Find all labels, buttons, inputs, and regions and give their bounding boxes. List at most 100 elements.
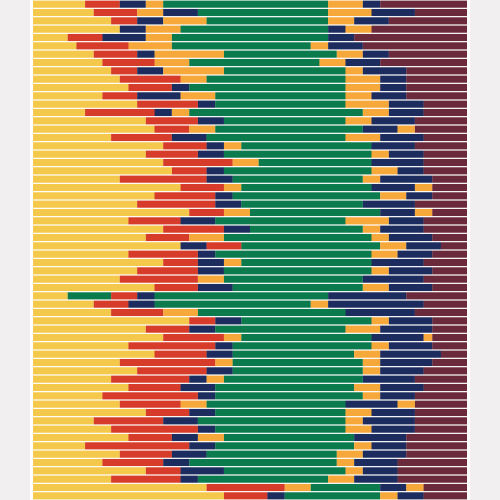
bar-segment <box>33 367 138 375</box>
bar-segment <box>388 100 424 108</box>
bar-segment <box>33 183 181 192</box>
bar-segment <box>33 100 138 108</box>
bar-segment <box>197 117 224 125</box>
bar-segment <box>33 458 103 467</box>
bar-segment <box>33 383 129 392</box>
bar-segment <box>423 492 467 500</box>
bar-segment <box>388 217 424 225</box>
bar-segment <box>241 317 372 325</box>
bar-segment <box>128 342 216 350</box>
bar-segment <box>423 167 467 175</box>
bar-segment <box>414 125 467 133</box>
bar-segment <box>423 383 467 392</box>
bar-segment <box>163 458 190 467</box>
bar-segment <box>423 133 467 142</box>
bar-segment <box>33 275 120 283</box>
bar-segment <box>197 258 224 267</box>
bar-segment <box>397 167 424 175</box>
bar-segment <box>397 492 424 500</box>
bar-segment <box>67 33 103 42</box>
bar-segment <box>414 425 467 433</box>
bar-segment <box>397 458 467 467</box>
bar-segment <box>397 125 415 133</box>
bar-segment <box>371 442 407 450</box>
bar-segment <box>336 458 355 467</box>
bar-segment <box>67 292 112 300</box>
bar-segment <box>380 225 424 233</box>
bar-segment <box>180 183 224 192</box>
bar-segment <box>206 375 224 383</box>
bar-segment <box>102 458 164 467</box>
bar-segment <box>33 392 103 400</box>
bar-segment <box>423 367 467 375</box>
bar-segment <box>206 142 224 150</box>
bar-segment <box>371 408 415 417</box>
bar-segment <box>33 117 146 125</box>
bar-segment <box>345 467 363 475</box>
bar-segment <box>423 483 467 492</box>
bar-segment <box>145 117 198 125</box>
bar-segment <box>137 367 207 375</box>
bar-segment <box>345 67 363 75</box>
bar-segment <box>154 50 224 58</box>
bar-segment <box>154 58 190 67</box>
bar-segment <box>197 250 216 258</box>
bar-segment <box>189 233 224 242</box>
bar-segment <box>250 225 363 233</box>
bar-segment <box>362 417 415 425</box>
bar-segment <box>137 267 198 275</box>
bar-segment <box>432 192 467 200</box>
bar-segment <box>163 17 207 25</box>
bar-segment <box>33 158 164 167</box>
bar-segment <box>111 133 172 142</box>
bar-segment <box>93 8 138 17</box>
bar-segment <box>345 25 372 33</box>
bar-segment <box>432 317 467 325</box>
bar-segment <box>215 325 346 333</box>
bar-segment <box>180 400 207 408</box>
bar-segment <box>336 450 363 458</box>
bar-segment <box>102 33 146 42</box>
bar-segment <box>163 67 224 75</box>
bar-segment <box>137 200 216 208</box>
bar-segment <box>137 8 164 17</box>
bar-segment <box>33 8 94 17</box>
bar-segment <box>215 217 346 225</box>
bar-segment <box>33 125 155 133</box>
bar-segment <box>206 367 233 375</box>
bar-segment <box>284 492 381 500</box>
bar-segment <box>206 167 224 175</box>
bar-segment <box>33 342 129 350</box>
bar-segment <box>163 0 329 8</box>
bar-segment <box>180 475 198 483</box>
bar-segment <box>406 75 467 83</box>
bar-segment <box>102 392 198 400</box>
bar-segment <box>33 133 112 142</box>
bar-segment <box>33 225 164 233</box>
bar-segment <box>154 292 329 300</box>
bar-segment <box>33 108 86 117</box>
bar-segment <box>111 292 138 300</box>
bar-segment <box>380 0 467 8</box>
bar-segment <box>145 408 190 417</box>
bar-segment <box>33 200 138 208</box>
bar-segment <box>414 308 467 317</box>
bar-segment <box>371 92 407 100</box>
bar-segment <box>423 225 467 233</box>
bar-segment <box>215 425 346 433</box>
bar-segment <box>371 317 389 325</box>
bar-segment <box>93 300 129 308</box>
bar-segment <box>33 33 68 42</box>
bar-segment <box>371 267 389 275</box>
bar-segment <box>111 308 164 317</box>
bar-segment <box>406 442 467 450</box>
bar-segment <box>137 67 164 75</box>
bar-segment <box>33 333 164 342</box>
bar-segment <box>128 300 155 308</box>
bar-segment <box>171 42 311 50</box>
bar-segment <box>423 300 467 308</box>
bar-segment <box>33 92 103 100</box>
bar-segment <box>189 108 363 117</box>
bar-segment <box>328 42 363 50</box>
bar-segment <box>206 75 346 83</box>
